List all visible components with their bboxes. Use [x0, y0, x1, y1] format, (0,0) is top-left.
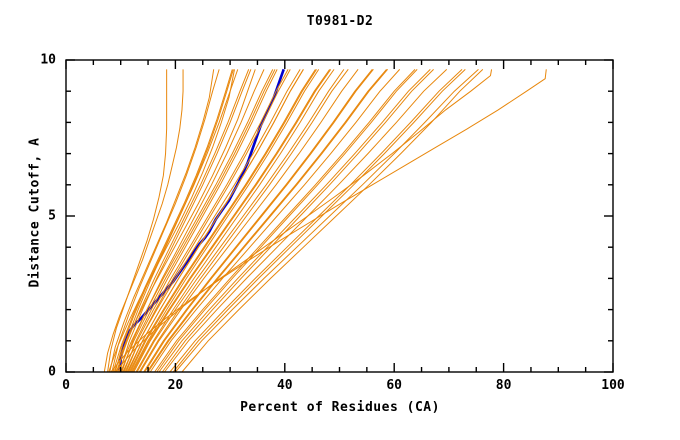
y-tick-label: 5	[48, 208, 56, 224]
series-line	[135, 69, 335, 373]
axis-frame	[65, 59, 614, 373]
series-line	[120, 69, 276, 373]
series-line	[129, 69, 316, 373]
series-group	[103, 68, 547, 373]
x-tick-label: 20	[167, 378, 184, 393]
series-line	[131, 69, 320, 373]
series-line	[147, 69, 389, 373]
series-line	[172, 68, 466, 373]
series-line	[154, 69, 416, 373]
series-line	[164, 68, 448, 373]
series-line	[112, 69, 233, 373]
series-line	[108, 69, 235, 373]
series-line	[125, 69, 291, 373]
series-line	[158, 69, 431, 373]
x-axis-label: Percent of Residues (CA)	[240, 400, 440, 415]
series-line	[118, 69, 274, 373]
series-line	[144, 69, 374, 373]
x-tick-label: 80	[495, 378, 512, 393]
series-line	[143, 69, 373, 373]
series-line	[130, 69, 317, 373]
series-line	[123, 69, 278, 373]
series-line	[138, 69, 349, 373]
series-line	[156, 69, 418, 373]
series-line	[114, 69, 493, 373]
series-line	[124, 69, 301, 373]
x-tick-label: 100	[601, 378, 625, 393]
series-line	[126, 69, 304, 373]
y-tick-label: 10	[40, 52, 56, 68]
y-tick-label: 0	[48, 364, 56, 380]
page-title: T0981-D2	[306, 14, 374, 29]
series-line	[103, 69, 184, 373]
series-line	[136, 69, 345, 373]
series-line	[146, 69, 387, 373]
series-line	[181, 68, 484, 373]
series-line	[132, 69, 331, 373]
series-line	[139, 69, 359, 373]
series-line	[161, 69, 434, 373]
x-tick-label: 0	[62, 378, 70, 393]
series-line	[107, 69, 168, 373]
x-tick-label: 40	[276, 378, 293, 393]
series-line	[149, 69, 401, 373]
series-line	[110, 69, 547, 373]
series-line	[109, 69, 215, 373]
series-line	[122, 69, 289, 373]
x-tick-label: 60	[386, 378, 403, 393]
series-line	[169, 68, 463, 373]
series-line	[116, 69, 239, 373]
series-line	[175, 68, 479, 373]
series-line	[119, 69, 252, 373]
series-line	[113, 69, 256, 373]
series-line	[111, 69, 220, 373]
